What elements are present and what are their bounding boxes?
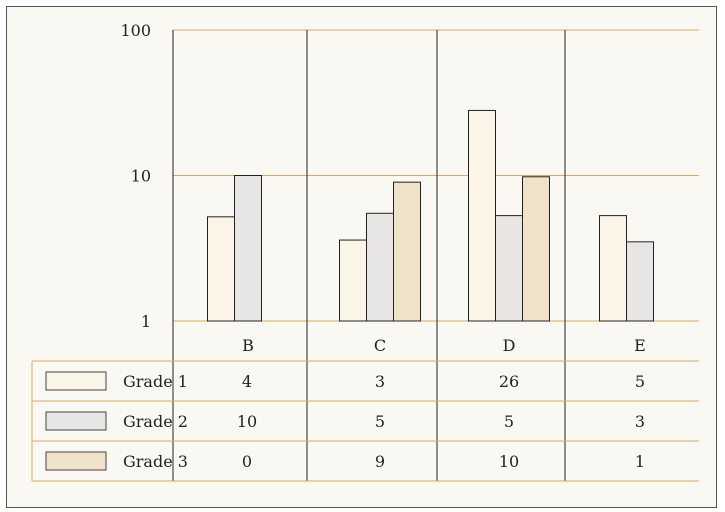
legend-label: Grade 3	[123, 452, 188, 471]
table-cell: 5	[635, 372, 645, 391]
bar	[599, 215, 627, 322]
legend-label: Grade 1	[123, 372, 188, 391]
legend-swatch	[45, 371, 107, 391]
bar	[522, 176, 550, 322]
bar	[366, 212, 394, 322]
y-tick-label: 1	[141, 312, 151, 331]
table-cell: 0	[242, 452, 252, 471]
table-cell: 5	[375, 412, 385, 431]
table-cell: 9	[375, 452, 385, 471]
table-cell: 1	[635, 452, 645, 471]
bar	[339, 239, 367, 322]
table-cell: 10	[237, 412, 257, 431]
table-cell: 10	[499, 452, 519, 471]
table-cell: 3	[375, 372, 385, 391]
bar	[626, 241, 654, 322]
category-label: E	[634, 336, 646, 355]
bar	[495, 215, 523, 322]
bar	[468, 109, 496, 322]
legend-label: Grade 2	[123, 412, 188, 431]
bar	[234, 175, 262, 322]
legend-swatch	[45, 411, 107, 431]
y-tick-label: 100	[120, 21, 151, 40]
chart-frame: 1 10 100 B C D E Grade 1 4 3 26 5 Grade 2 10 5 5 3 Grade …	[6, 6, 717, 508]
category-label: D	[503, 336, 516, 355]
legend-swatch	[45, 451, 107, 471]
y-tick-label: 10	[131, 167, 151, 186]
table-cell: 5	[504, 412, 514, 431]
category-label: B	[242, 336, 254, 355]
category-label: C	[374, 336, 386, 355]
bar	[393, 181, 421, 322]
table-cell: 4	[242, 372, 252, 391]
table-cell: 3	[635, 412, 645, 431]
table-cell: 26	[499, 372, 519, 391]
bar	[207, 216, 235, 322]
